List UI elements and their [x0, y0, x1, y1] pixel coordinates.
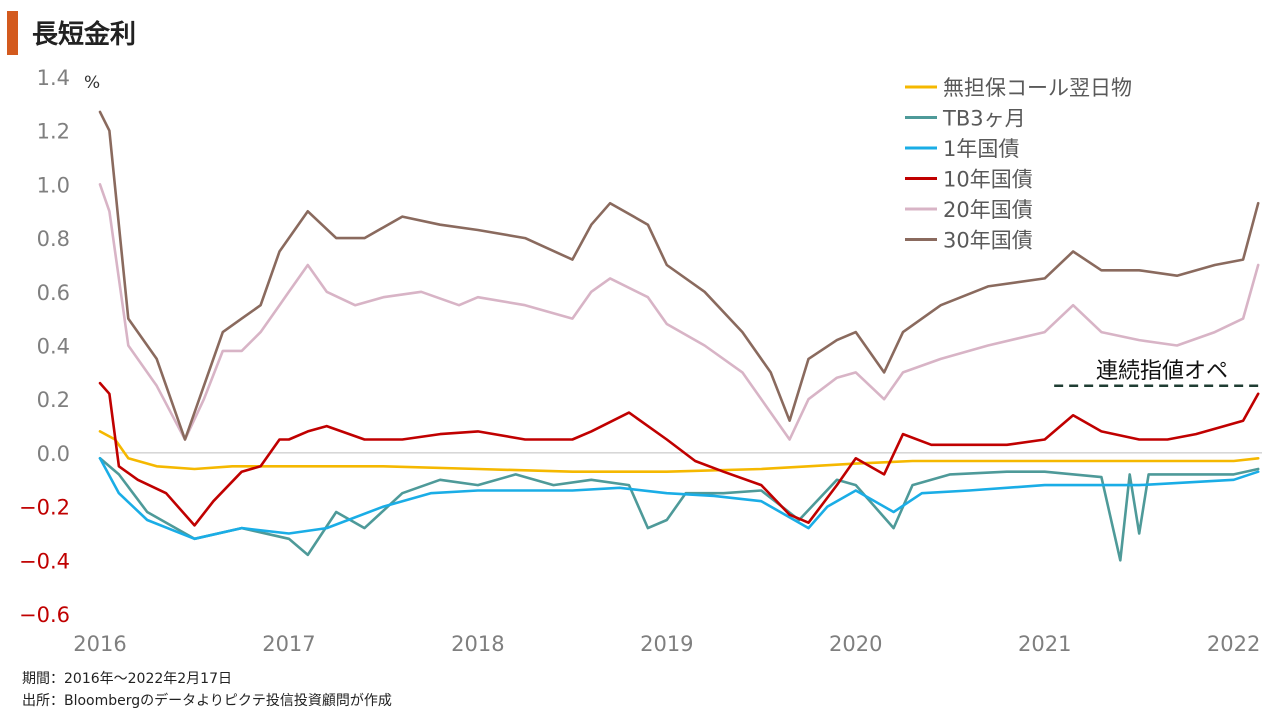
series-line-3 — [98, 457, 1260, 541]
y-tick-label: −0.4 — [19, 549, 70, 573]
y-tick-label: −0.6 — [19, 603, 70, 627]
x-tick-label: 2018 — [451, 632, 504, 656]
y-unit-label: % — [84, 73, 100, 93]
x-tick-label: 2021 — [1018, 632, 1071, 656]
x-tick-label: 2017 — [262, 632, 315, 656]
x-tick-label: 2022 — [1207, 632, 1260, 656]
y-tick-label: 1.2 — [37, 120, 70, 144]
y-tick-label: −0.2 — [19, 496, 70, 520]
series-line-5 — [98, 183, 1260, 441]
chart-title: 長短金利 — [32, 20, 137, 50]
legend-label-3: 1年国債 — [943, 137, 1019, 161]
y-tick-label: 1.0 — [37, 173, 70, 197]
footnote-source: 出所：Bloombergのデータよりピクテ投信投資顧問が作成 — [22, 693, 392, 709]
x-tick-label: 2019 — [640, 632, 693, 656]
y-tick-label: 1.4 — [37, 66, 70, 90]
annotation-label: 連続指値オペ — [1096, 359, 1228, 384]
legend-label-5: 20年国債 — [943, 198, 1033, 222]
y-tick-label: 0.4 — [37, 335, 70, 359]
legend-label-4: 10年国債 — [943, 168, 1033, 192]
y-tick-label: 0.2 — [37, 388, 70, 412]
series-line-2 — [98, 457, 1260, 562]
y-tick-label: 0.0 — [37, 442, 70, 466]
series-line-1 — [98, 430, 1260, 473]
legend-label-1: 無担保コール翌日物 — [943, 76, 1132, 100]
y-tick-label: 0.6 — [37, 281, 70, 305]
series-line-4 — [98, 381, 1260, 527]
x-tick-label: 2016 — [73, 632, 126, 656]
x-tick-label: 2020 — [829, 632, 882, 656]
y-tick-label: 0.8 — [37, 227, 70, 251]
legend-label-6: 30年国債 — [943, 229, 1033, 253]
legend-label-2: TB3ヶ月 — [942, 107, 1026, 131]
title-accent-bar — [7, 11, 18, 55]
series-line-6 — [98, 110, 1260, 441]
footnote-period: 期間：2016年～2022年2月17日 — [22, 671, 232, 687]
